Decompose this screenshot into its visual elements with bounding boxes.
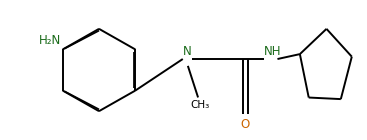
Text: H₂N: H₂N — [39, 34, 61, 47]
Text: O: O — [241, 118, 250, 131]
Text: N: N — [183, 45, 192, 58]
Text: NH: NH — [264, 45, 282, 58]
Text: CH₃: CH₃ — [190, 100, 210, 110]
